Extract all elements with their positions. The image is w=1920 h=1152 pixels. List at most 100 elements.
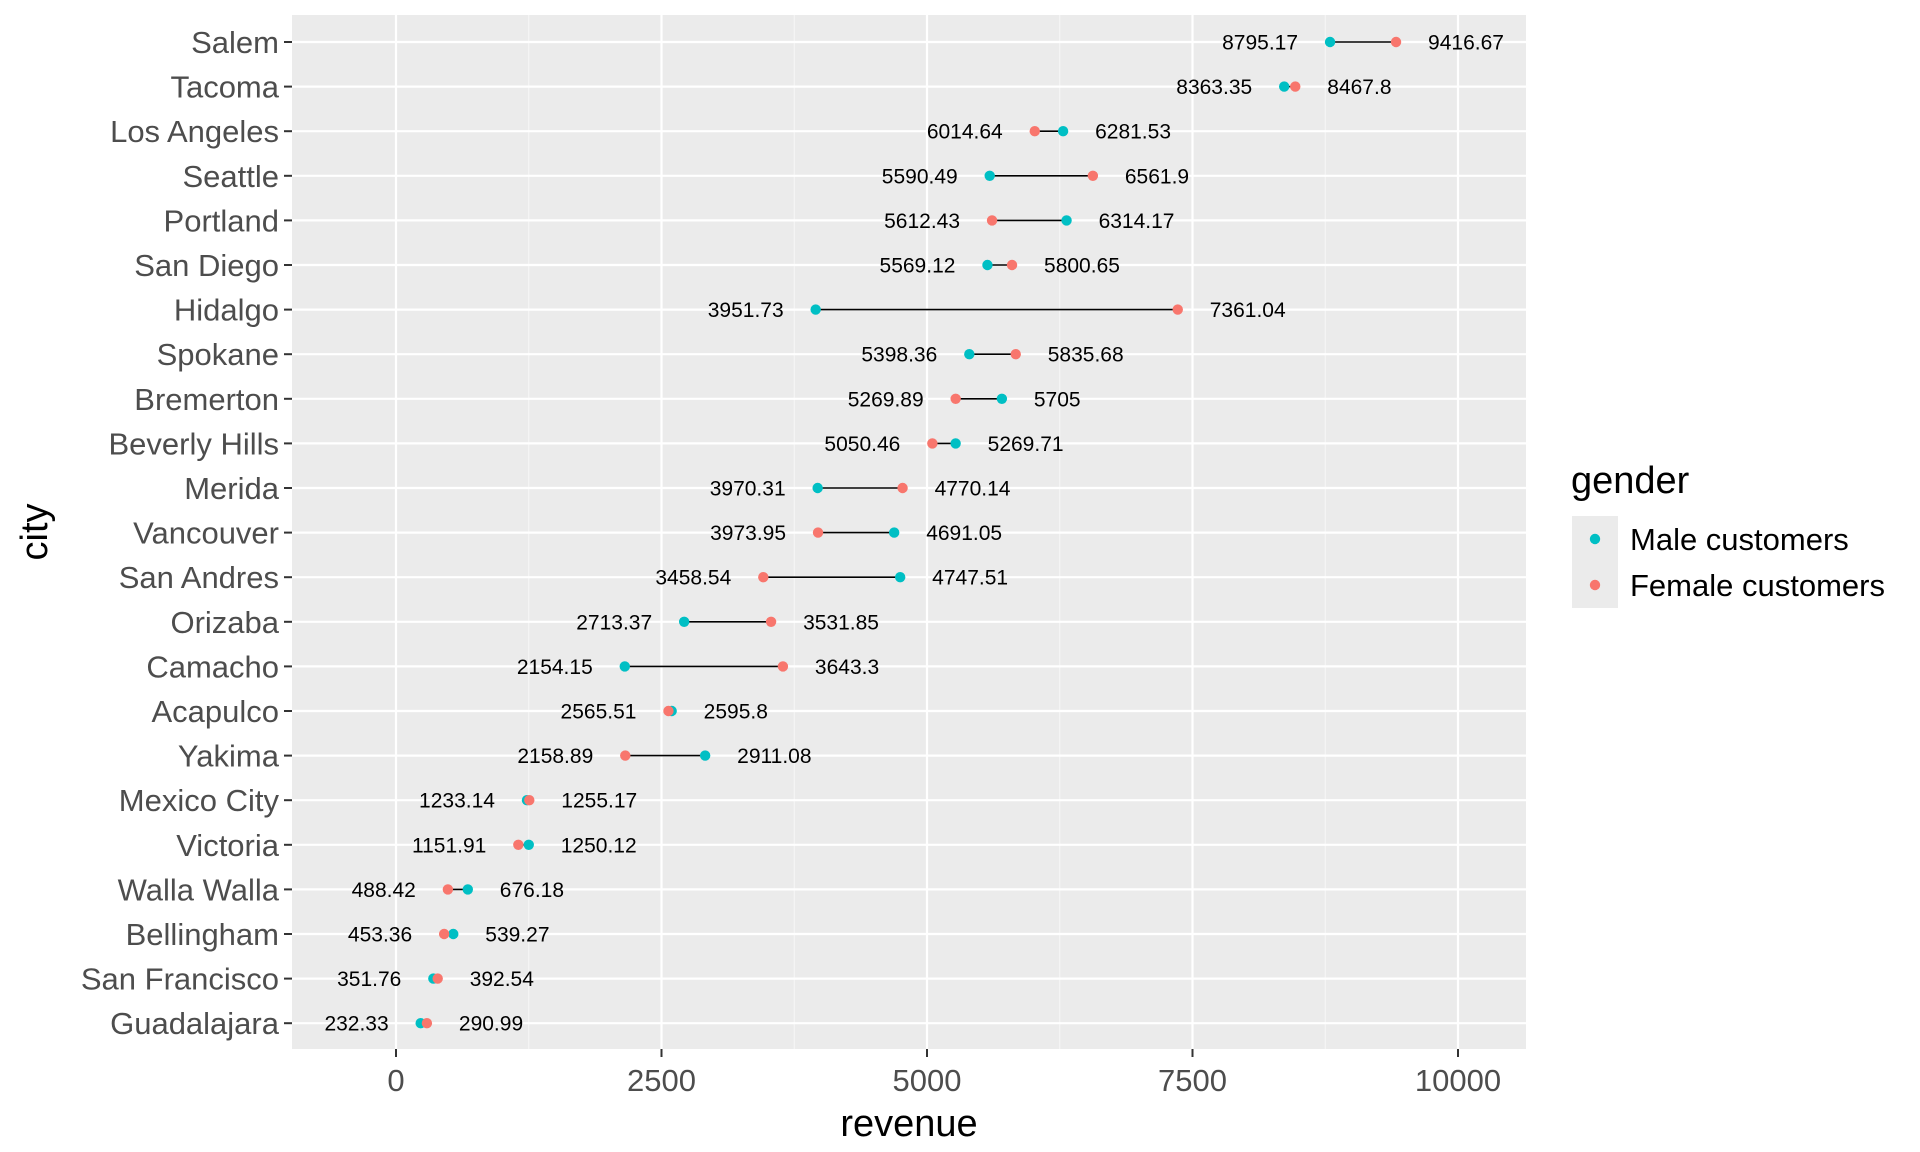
value-label-right: 7361.04 <box>1210 299 1286 322</box>
value-label-left: 8795.17 <box>1222 32 1298 55</box>
point-male <box>996 393 1008 404</box>
point-male <box>984 170 995 181</box>
point-male <box>1278 81 1290 92</box>
value-label-right: 4770.14 <box>935 478 1011 501</box>
value-label-right: 2911.08 <box>737 745 811 768</box>
legend-label: Female customers <box>1630 568 1885 603</box>
value-label-right: 5800.65 <box>1044 255 1120 278</box>
city-label: Hidalgo <box>174 293 279 328</box>
point-female <box>758 572 769 583</box>
point-male <box>448 928 459 940</box>
point-female <box>950 393 961 404</box>
point-female <box>1087 170 1099 181</box>
city-label: Merida <box>184 471 280 506</box>
value-label-left: 2713.37 <box>576 611 652 634</box>
legend-title: gender <box>1571 460 1690 502</box>
point-female <box>513 839 524 850</box>
point-female <box>927 438 938 449</box>
value-label-left: 1151.91 <box>412 834 486 857</box>
point-female <box>765 616 777 627</box>
legend: gender Male customers Female customers <box>1571 460 1885 608</box>
x-tick-label: 5000 <box>893 1063 962 1098</box>
x-axis: 0 2500 5000 7500 10000 <box>387 1049 1501 1098</box>
point-male <box>462 884 474 895</box>
city-label: Vancouver <box>133 516 279 551</box>
point-male <box>888 527 900 538</box>
point-female <box>897 482 908 494</box>
x-tick-label: 10000 <box>1415 1063 1501 1098</box>
point-female <box>1290 81 1301 92</box>
point-male <box>523 839 534 850</box>
point-male <box>1057 126 1069 137</box>
point-female <box>524 795 535 806</box>
value-label-right: 4691.05 <box>926 522 1002 545</box>
value-label-right: 9416.67 <box>1428 32 1504 55</box>
value-label-left: 351.76 <box>337 968 401 991</box>
value-label-left: 5269.89 <box>848 388 924 411</box>
value-label-left: 488.42 <box>352 879 416 902</box>
city-label: Walla Walla <box>118 872 280 907</box>
point-female <box>620 750 631 761</box>
value-label-right: 5835.68 <box>1048 344 1124 367</box>
legend-swatch <box>1589 579 1601 591</box>
value-label-left: 3951.73 <box>708 299 784 322</box>
point-female <box>1010 349 1021 360</box>
value-label-left: 6014.64 <box>927 121 1003 144</box>
city-label: Orizaba <box>170 605 279 640</box>
legend-swatch <box>1589 533 1601 545</box>
value-label-right: 6314.17 <box>1099 210 1175 233</box>
value-label-left: 232.33 <box>324 1013 388 1036</box>
point-male <box>810 304 821 315</box>
point-female <box>777 661 789 672</box>
city-label: Yakima <box>178 739 280 774</box>
value-label-right: 1250.12 <box>561 834 637 857</box>
point-male <box>812 482 823 494</box>
point-female <box>438 928 450 940</box>
city-label: Seattle <box>182 159 279 194</box>
point-male <box>894 572 906 583</box>
city-label: Acapulco <box>151 694 279 729</box>
point-male <box>964 349 975 360</box>
value-label-right: 4747.51 <box>932 567 1008 590</box>
value-label-right: 2595.8 <box>704 701 768 724</box>
point-female <box>663 705 674 717</box>
value-label-left: 3970.31 <box>710 478 786 501</box>
point-female <box>1390 36 1402 48</box>
city-label: San Andres <box>119 560 279 595</box>
city-label: Portland <box>164 203 279 238</box>
point-male <box>1324 36 1336 48</box>
value-label-right: 676.18 <box>500 879 564 902</box>
value-label-left: 453.36 <box>348 924 412 947</box>
x-tick-label: 7500 <box>1158 1063 1227 1098</box>
point-female <box>812 527 824 538</box>
point-female <box>421 1018 433 1029</box>
value-label-left: 2154.15 <box>517 656 593 679</box>
city-label: Tacoma <box>170 70 279 105</box>
value-label-left: 1233.14 <box>419 790 495 813</box>
value-label-left: 8363.35 <box>1176 76 1252 99</box>
value-label-left: 5398.36 <box>861 344 937 367</box>
city-label: Beverly Hills <box>108 426 279 461</box>
value-label-left: 5050.46 <box>824 433 900 456</box>
x-tick-label: 2500 <box>627 1063 696 1098</box>
point-female <box>442 884 454 895</box>
value-label-left: 5612.43 <box>884 210 960 233</box>
value-label-right: 6561.9 <box>1125 165 1189 188</box>
value-label-left: 3973.95 <box>710 522 786 545</box>
value-label-right: 6281.53 <box>1095 121 1171 144</box>
value-label-right: 290.99 <box>459 1013 523 1036</box>
value-label-right: 5705 <box>1034 388 1081 411</box>
point-female <box>1029 126 1040 137</box>
value-label-right: 5269.71 <box>988 433 1064 456</box>
point-male <box>678 616 690 627</box>
value-label-right: 539.27 <box>485 924 549 947</box>
point-female <box>1172 304 1183 315</box>
city-label: Guadalajara <box>110 1006 280 1041</box>
point-male <box>699 750 711 761</box>
city-label: Los Angeles <box>110 114 279 149</box>
point-female <box>986 215 998 226</box>
city-label: Camacho <box>146 649 279 684</box>
major-gridlines <box>292 15 1526 1049</box>
value-label-right: 3643.3 <box>815 656 879 679</box>
